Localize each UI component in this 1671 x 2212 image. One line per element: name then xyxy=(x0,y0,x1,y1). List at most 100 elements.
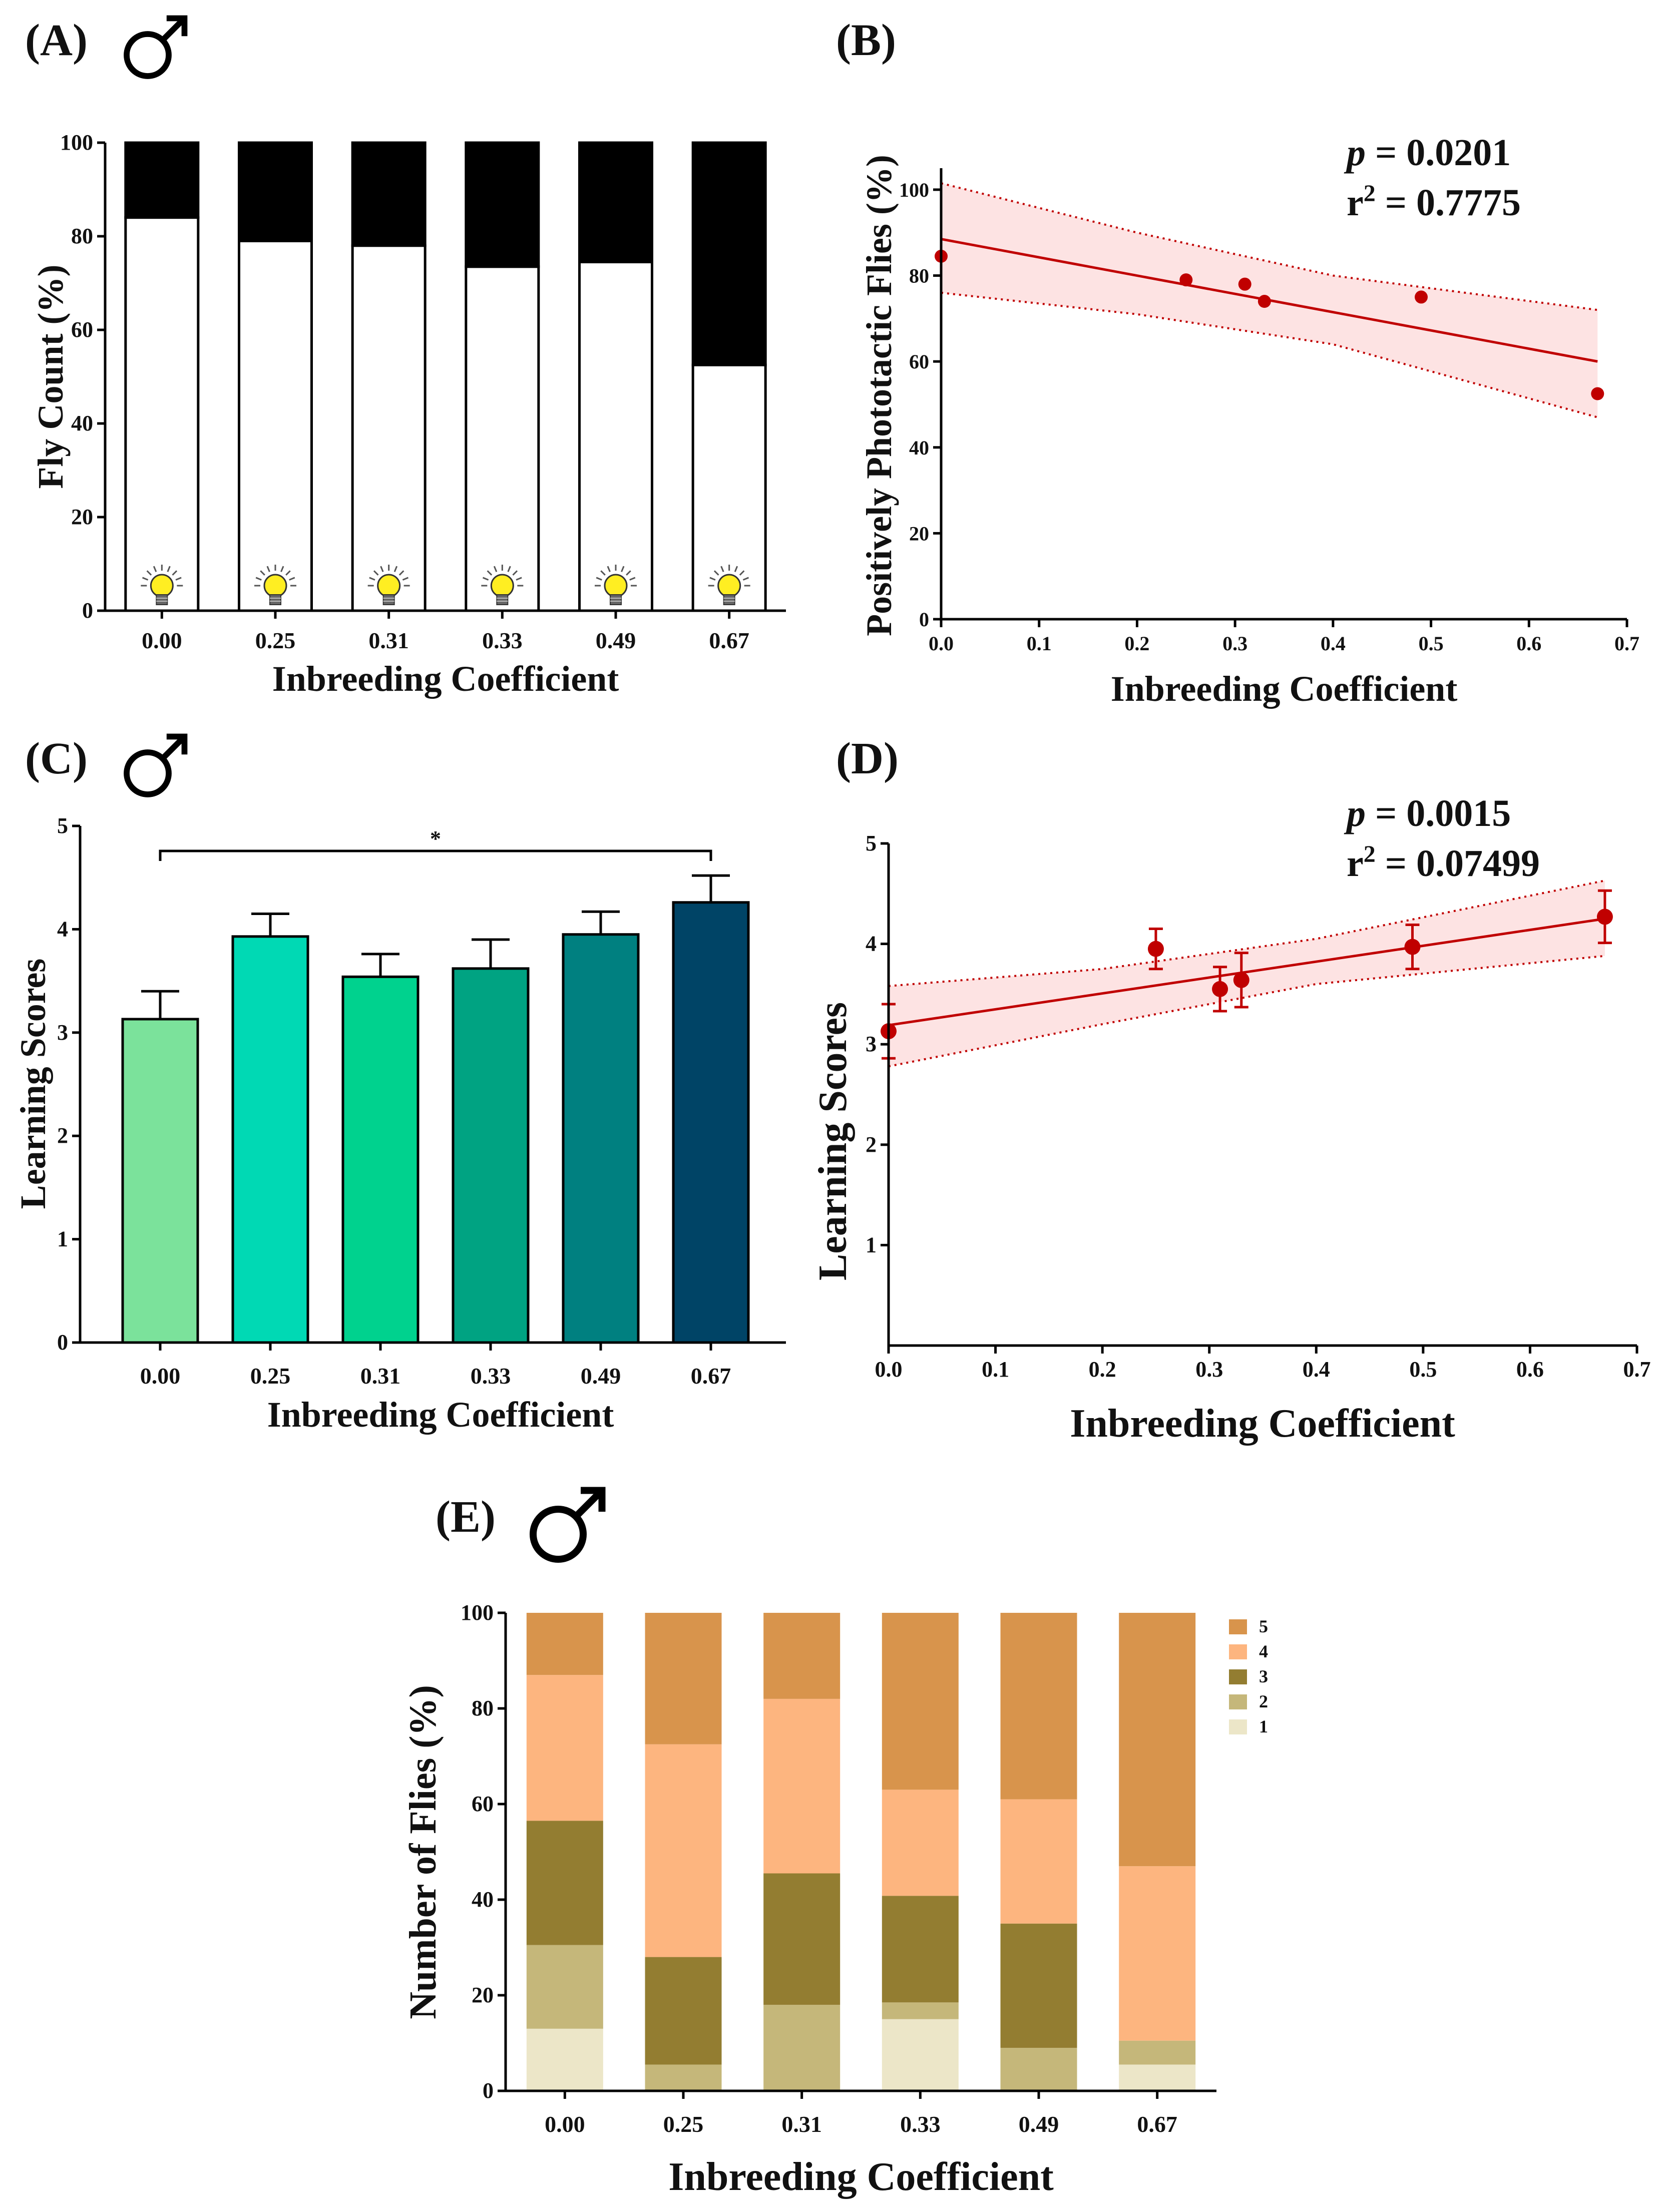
lightbulb-base xyxy=(610,594,622,605)
male-symbol-arrow-shaft xyxy=(574,1488,605,1519)
x-tick-label: 0.31 xyxy=(360,1363,401,1389)
x-tick-label: 0.31 xyxy=(781,2111,822,2137)
legend: 5 4 3 2 1 xyxy=(1229,1616,1268,1736)
stacked-bar-segment xyxy=(578,260,653,612)
stacked-bar-segment xyxy=(882,1613,959,1790)
lightbulb-glass xyxy=(377,574,401,598)
male-symbol-icon xyxy=(530,1487,606,1563)
lightbulb-ray xyxy=(280,566,284,572)
legend-label: 2 xyxy=(1259,1691,1268,1711)
y-axis-title: Positively Phototactic Flies (%) xyxy=(859,155,899,636)
bar xyxy=(341,975,420,1344)
lightbulb-glass xyxy=(490,574,514,598)
x-tick-label: 0.00 xyxy=(140,1363,181,1389)
lightbulb-ray xyxy=(289,577,295,581)
x-tick-label: 0.49 xyxy=(596,628,636,653)
panel-e: (E) 0.00 0.25 0.31 0.33 0.49 0.67 0 20 40 60 80 100 5… xyxy=(402,1487,1268,2199)
x-tick-label: 0.7 xyxy=(1623,1357,1651,1382)
y-tick-label: 5 xyxy=(57,813,68,838)
stacked-bar-segment xyxy=(526,1945,603,2029)
p-value-annotation: p = 0.0015 xyxy=(1344,792,1511,834)
bar xyxy=(672,901,750,1344)
stacked-bar-segment xyxy=(526,1675,603,1821)
lightbulb-icon xyxy=(708,565,750,605)
stacked-bar-segment xyxy=(1119,1613,1196,1867)
y-tick-label: 5 xyxy=(866,831,877,855)
stacked-bar-segment xyxy=(763,1613,841,1699)
stacked-bar-segment xyxy=(578,141,653,263)
data-point xyxy=(1258,295,1271,308)
data-point xyxy=(1415,290,1428,304)
lightbulb-ray xyxy=(380,566,384,572)
stacked-bar-segment xyxy=(238,239,313,612)
bar xyxy=(452,967,530,1344)
y-tick-label: 20 xyxy=(71,505,93,529)
legend-swatch xyxy=(1229,1719,1247,1734)
stacked-bar-segment xyxy=(1119,2040,1196,2065)
data-point xyxy=(1404,939,1421,955)
legend-label: 5 xyxy=(1259,1616,1268,1636)
bar xyxy=(562,933,640,1344)
panel-d-label: (D) xyxy=(836,734,899,783)
stacked-bar-segment xyxy=(882,2002,959,2019)
stacked-bar-segment xyxy=(238,141,313,242)
x-tick-label: 0.1 xyxy=(982,1357,1009,1382)
lightbulb-ray xyxy=(720,566,724,572)
x-tick-label: 0.33 xyxy=(900,2111,941,2137)
panel-b-label: (B) xyxy=(836,16,896,65)
stacked-bar-segment xyxy=(124,216,200,612)
male-symbol-arrow-shaft xyxy=(161,734,187,760)
bar xyxy=(121,1018,199,1344)
y-axis-title: Fly Count (%) xyxy=(31,265,71,489)
y-tick-label: 20 xyxy=(909,522,929,545)
legend-label: 3 xyxy=(1259,1666,1268,1686)
x-tick-label: 0.33 xyxy=(471,1363,511,1389)
significance-bracket xyxy=(159,849,712,861)
stacked-bar-segment xyxy=(526,1613,603,1675)
y-tick-label: 0 xyxy=(82,598,93,623)
lightbulb-ray xyxy=(373,570,379,576)
stacked-bar-segment xyxy=(1000,1799,1077,1924)
bar xyxy=(231,935,309,1344)
stacked-bar-segment xyxy=(763,1698,841,1874)
male-symbol-icon xyxy=(124,733,188,797)
y-tick-label: 60 xyxy=(909,350,929,373)
significance-marker: * xyxy=(430,826,441,851)
y-tick-label: 40 xyxy=(909,436,929,459)
x-tick-label: 0.4 xyxy=(1303,1357,1330,1382)
x-axis-title: Inbreeding Coefficient xyxy=(272,659,619,699)
male-symbol-circle xyxy=(124,749,172,797)
lightbulb-icon xyxy=(254,565,296,605)
stacked-bar-segment xyxy=(526,2028,603,2091)
p-value: = 0.0015 xyxy=(1366,792,1511,834)
legend-label: 1 xyxy=(1259,1716,1268,1736)
lightbulb-ray xyxy=(507,566,511,572)
y-axis-title: Learning Scores xyxy=(811,1002,855,1280)
panel-e-label: (E) xyxy=(436,1492,496,1542)
panel-b: (B) 0 20 40 60 80 100 0.0 0.1 0.2 0.3 0.4 0.5 0.6 0.7 I… xyxy=(836,16,1639,709)
r2-label: r xyxy=(1347,182,1364,224)
ci-upper-line xyxy=(941,182,1598,311)
ci-lower-line xyxy=(888,955,1605,1068)
lightbulb-ray xyxy=(175,577,182,581)
r2-superscript: 2 xyxy=(1364,180,1376,207)
panel-a-label: (A) xyxy=(25,16,88,65)
stacked-bar-segment xyxy=(645,2064,722,2091)
lightbulb-ray xyxy=(596,577,602,581)
data-point xyxy=(1147,941,1164,957)
lightbulb-glass xyxy=(263,574,287,598)
x-tick-label: 0.31 xyxy=(368,628,409,653)
x-tick-label: 0.67 xyxy=(691,1363,731,1389)
y-tick-label: 60 xyxy=(71,317,93,342)
legend-swatch xyxy=(1229,1619,1247,1634)
stacked-bar-segment xyxy=(124,141,200,219)
y-tick-label: 0 xyxy=(919,608,929,631)
y-tick-label: 1 xyxy=(866,1232,877,1257)
x-tick-label: 0.1 xyxy=(1027,632,1052,655)
lightbulb-ray xyxy=(266,566,270,572)
x-tick-label: 0.49 xyxy=(1019,2111,1059,2137)
stacked-bar-segment xyxy=(691,141,767,366)
x-tick-label: 0.49 xyxy=(581,1363,621,1389)
r2-annotation: r2 = 0.07499 xyxy=(1347,841,1540,884)
